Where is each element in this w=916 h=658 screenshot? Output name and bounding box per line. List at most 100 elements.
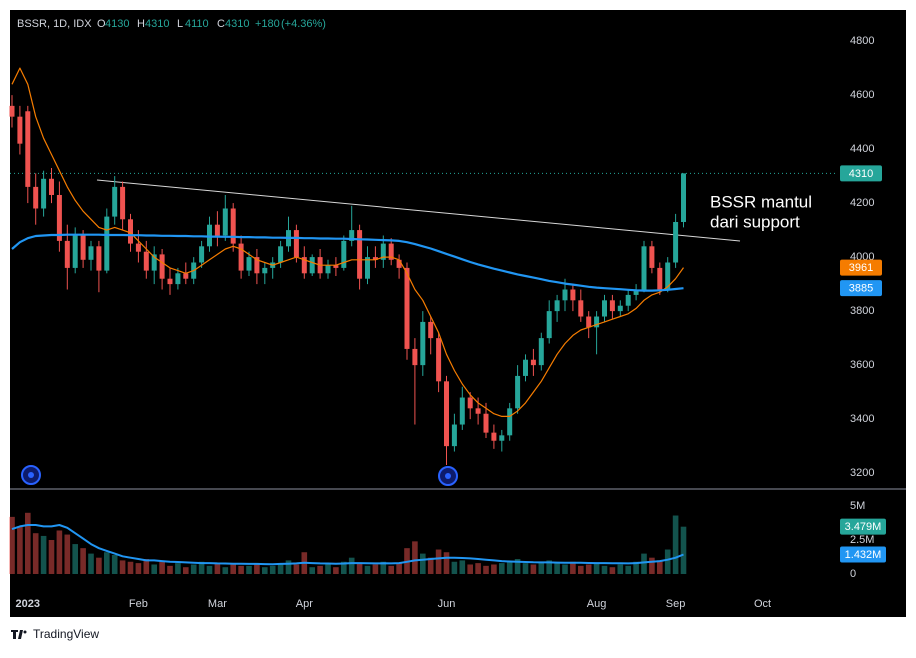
chart-background — [10, 10, 906, 617]
volume-bar — [190, 564, 197, 574]
volume-bar — [325, 564, 331, 574]
volume-bar — [167, 565, 173, 574]
candle-body — [199, 246, 205, 263]
volume-bar — [625, 565, 631, 574]
volume-bar — [522, 563, 529, 574]
ohlc-value: 4310 — [225, 18, 249, 30]
candle-body — [151, 254, 157, 271]
candle-body — [625, 294, 631, 306]
candle-body — [459, 397, 465, 425]
candle-body — [17, 116, 23, 144]
volume-bar — [222, 567, 229, 574]
candle-body — [649, 246, 655, 268]
candle-body — [491, 432, 497, 441]
volume-bar — [459, 560, 466, 574]
volume-bar — [32, 533, 39, 574]
ma-badge: 3961 — [849, 262, 873, 274]
volume-bar — [601, 565, 608, 574]
volume-bar — [593, 563, 600, 574]
y-tick-label: 3400 — [850, 413, 874, 425]
ma-badge-box — [840, 259, 882, 276]
volume-bar — [475, 563, 481, 574]
volume-bar — [293, 564, 300, 574]
x-tick-label: Feb — [129, 598, 148, 610]
candle-body — [515, 375, 521, 409]
volume-bar — [562, 564, 568, 574]
volume-bar — [80, 548, 86, 574]
volume-bar — [25, 512, 31, 574]
candle-body — [120, 186, 126, 220]
volume-bar — [214, 563, 221, 574]
y-tick-label: 4200 — [850, 197, 874, 209]
volume-bar — [451, 561, 458, 574]
volume-bar — [183, 567, 189, 574]
volume-bar — [420, 553, 426, 574]
ohlc-value: 4110 — [185, 18, 209, 30]
candle-body — [88, 246, 94, 260]
volume-tick-label: 0 — [850, 568, 856, 580]
volume-bar — [198, 561, 205, 574]
volume-bar — [633, 561, 639, 574]
volume-bar — [88, 553, 94, 574]
x-tick-label: 2023 — [16, 598, 40, 610]
candle-body — [523, 359, 528, 376]
y-tick-label: 4400 — [850, 143, 874, 155]
volume-bar — [435, 549, 442, 574]
ohlc-label: H — [137, 18, 145, 30]
candle-body — [665, 262, 671, 290]
volume-bar — [151, 564, 157, 574]
candle-body — [309, 257, 315, 274]
volume-bar — [570, 561, 576, 574]
last-price-badge: 4310 — [849, 168, 873, 180]
candle-body — [586, 316, 592, 328]
candle-body — [104, 216, 110, 271]
volume-bar — [388, 565, 394, 574]
candle-body — [238, 243, 244, 271]
volume-bar — [657, 560, 663, 574]
volume-bar — [554, 563, 560, 574]
candle-body — [673, 221, 679, 263]
y-tick-label: 4600 — [850, 89, 874, 101]
candle-body — [301, 257, 307, 274]
volume-bar — [680, 526, 687, 574]
candle-body — [499, 435, 505, 441]
volume-bar — [40, 535, 47, 574]
volume-bar — [443, 552, 450, 574]
volume-bar — [546, 560, 552, 574]
candle-body — [80, 235, 86, 260]
event-marker-dot — [28, 472, 34, 478]
candle-body — [159, 254, 165, 279]
volume-bar — [396, 563, 402, 574]
footer-logo — [11, 630, 27, 639]
volume-tick-label: 2.5M — [850, 534, 874, 546]
candle-body — [112, 186, 118, 217]
volume-bar — [111, 554, 118, 574]
candle-body — [507, 408, 513, 436]
volume-bar — [538, 561, 545, 574]
volume-tick-label: 5M — [850, 500, 865, 512]
volume-bar — [309, 567, 315, 574]
volume-bar — [356, 563, 363, 574]
candle-body — [183, 273, 189, 279]
volume-bar — [649, 557, 655, 574]
candle-body — [617, 305, 623, 312]
volume-bar — [506, 561, 513, 574]
volume-bar — [269, 565, 276, 574]
candle-body — [420, 321, 426, 366]
volume-bar — [491, 564, 497, 574]
candle-body — [128, 219, 133, 244]
candle-body — [333, 265, 339, 268]
volume-bar — [380, 561, 387, 574]
change: +180 — [255, 18, 280, 30]
candle-body — [49, 178, 54, 195]
x-tick-label: Oct — [754, 598, 771, 610]
annotation: dari support — [710, 212, 800, 231]
chart-title: BSSR, 1D, IDX — [17, 18, 92, 30]
volume-bar — [135, 563, 142, 574]
ma-badge-box — [840, 280, 882, 297]
candle-body — [175, 273, 181, 285]
candle-body — [380, 243, 386, 260]
candle-body — [365, 257, 370, 279]
volume-badge-box — [840, 518, 886, 535]
